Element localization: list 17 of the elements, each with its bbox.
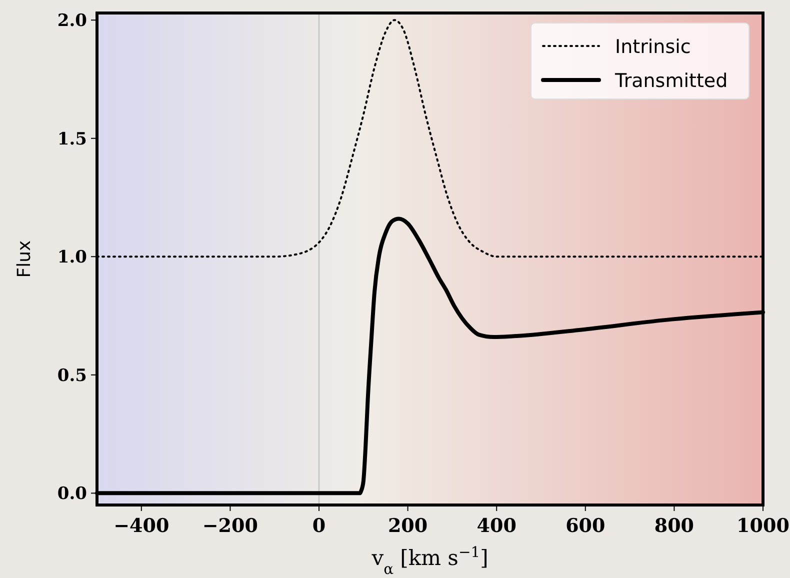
x-tick-label: 1000 [736, 515, 790, 537]
x-tick-label: −400 [114, 515, 170, 537]
y-tick-label: 1.5 [57, 129, 87, 150]
x-tick-label: 800 [654, 515, 694, 537]
y-tick-label: 0.5 [57, 366, 87, 386]
x-axis-title: v$_{α}$ [km s$^{−1}$] [370, 544, 488, 578]
y-tick-label: 2.0 [57, 11, 88, 32]
y-tick-label: 0.0 [57, 484, 88, 504]
x-tick-label: 0 [312, 515, 326, 537]
legend-label: Transmitted [614, 70, 728, 92]
x-tick-label: 400 [476, 515, 516, 537]
x-tick-label: 200 [388, 515, 428, 537]
x-tick-label: −200 [202, 515, 258, 537]
legend-label: Intrinsic [615, 36, 691, 58]
y-tick-label: 1.0 [57, 248, 88, 268]
x-tick-label: 600 [566, 515, 606, 537]
y-axis-title: Flux [14, 240, 35, 278]
